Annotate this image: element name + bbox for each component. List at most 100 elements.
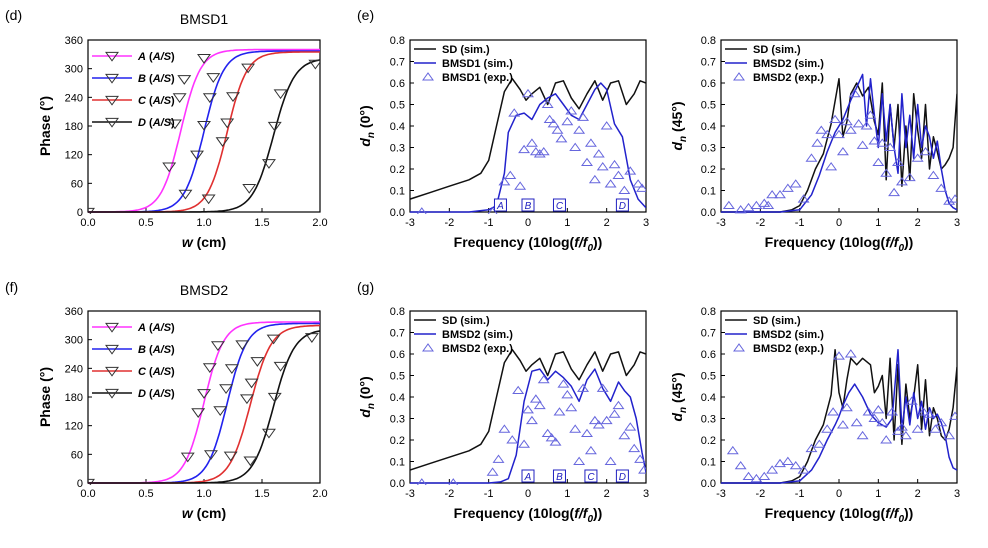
y-tick-label: 0.0 <box>701 207 716 219</box>
y-tick-label: 0.3 <box>701 143 716 155</box>
data-marker <box>215 137 230 147</box>
x-tick-label: -1 <box>484 488 494 500</box>
data-point <box>632 179 645 188</box>
x-tick-label: 2 <box>604 488 610 500</box>
data-marker <box>304 333 319 343</box>
y-tick-label: 0.7 <box>701 57 716 69</box>
data-point <box>844 125 857 134</box>
data-point <box>943 430 956 440</box>
data-point <box>766 465 779 474</box>
y-axis-label: Phase (°) <box>37 96 53 156</box>
y-tick-label: 180 <box>65 121 83 133</box>
data-point <box>636 183 646 192</box>
data-point <box>514 181 527 190</box>
data-point <box>608 409 621 418</box>
data-point <box>624 422 637 431</box>
region-box <box>521 198 535 212</box>
series-line <box>410 82 646 213</box>
plot-area <box>88 321 320 485</box>
data-marker <box>180 452 195 463</box>
data-marker <box>267 121 282 132</box>
plot-area <box>721 73 957 214</box>
data-point <box>584 138 597 147</box>
data-point <box>573 456 586 465</box>
data-point <box>549 437 562 446</box>
y-tick-label: 120 <box>65 150 83 162</box>
y-tick-label: 0.5 <box>390 100 405 112</box>
legend-marker <box>422 72 434 81</box>
data-point <box>722 200 735 210</box>
data-point <box>581 157 593 167</box>
y-tick-label: 0.1 <box>390 457 405 469</box>
region-label: D <box>619 472 626 483</box>
series-line <box>721 348 957 484</box>
y-tick-label: 0.8 <box>701 35 716 47</box>
x-tick-label: -3 <box>405 217 415 229</box>
data-point <box>588 415 601 425</box>
data-point <box>860 121 873 130</box>
data-point <box>573 125 586 134</box>
data-point <box>876 417 889 427</box>
region-box <box>584 469 598 483</box>
legend-label: BMSD1 (exp.) <box>442 72 513 84</box>
data-point <box>592 149 605 158</box>
data-marker <box>224 364 239 374</box>
y-tick-label: 0.6 <box>701 78 716 90</box>
y-tick-label: 0.8 <box>701 306 716 318</box>
data-marker <box>241 63 256 74</box>
legend-label: B (A/S) <box>138 344 175 356</box>
x-tick-label: 1 <box>875 488 881 500</box>
data-point <box>935 417 948 427</box>
series-line <box>88 59 320 213</box>
x-tick-label: 1 <box>564 488 570 500</box>
y-tick-label: 360 <box>65 306 83 318</box>
data-point <box>600 121 613 130</box>
data-point <box>829 114 842 124</box>
legend-label: SD (sim.) <box>442 44 490 56</box>
chart-g1: (g) -3 -2 -1 0 1 2 3 0.0 0.1 0.2 0.3 0.4 0.5 0.6 0.7 0.8… <box>357 279 649 525</box>
y-tick-label: 0.5 <box>701 371 716 383</box>
data-point <box>537 146 550 156</box>
data-point <box>525 415 538 425</box>
data-marker <box>177 75 192 85</box>
data-point <box>416 478 427 485</box>
data-point <box>825 161 838 171</box>
data-point <box>935 183 948 192</box>
data-point <box>561 389 574 399</box>
data-point <box>634 454 646 463</box>
legend-label: BMSD1 (sim.) <box>442 58 513 70</box>
data-point <box>827 407 840 416</box>
y-tick-label: 0.4 <box>701 392 716 404</box>
y-tick-label: 0.0 <box>390 207 405 219</box>
data-point <box>726 445 739 455</box>
plot-area <box>721 348 957 484</box>
region-label: B <box>556 472 563 483</box>
data-point <box>821 424 834 433</box>
x-axis-label: Frequency (10log(f/f0)) <box>765 505 914 525</box>
legend-label: BMSD2 (exp.) <box>753 72 824 84</box>
legend-label: BMSD2 (sim.) <box>753 329 824 341</box>
y-tick-label: 240 <box>65 363 83 375</box>
data-marker <box>223 451 238 462</box>
legend: A (A/S) B (A/S) C (A/S) D (A/S) <box>92 51 175 129</box>
region-box <box>521 469 535 483</box>
x-tick-label: 0.5 <box>138 217 153 229</box>
panel-label: (d) <box>5 7 22 23</box>
data-point <box>638 465 646 474</box>
data-point <box>862 407 875 416</box>
region-box <box>615 469 629 483</box>
data-marker <box>191 408 206 418</box>
data-point <box>872 157 885 167</box>
data-point <box>919 146 932 156</box>
data-point <box>604 179 617 188</box>
data-point <box>529 394 542 403</box>
data-point <box>852 118 865 128</box>
y-tick-label: 60 <box>71 449 83 461</box>
x-tick-label: -2 <box>444 488 454 500</box>
y-tick-label: 0.1 <box>701 457 716 469</box>
series-line <box>721 77 957 213</box>
data-point <box>569 142 582 151</box>
data-point <box>734 204 747 214</box>
legend: SD (sim.) BMSD2 (sim.) BMSD2 (exp.) <box>725 44 824 84</box>
y-tick-label: 360 <box>65 35 83 47</box>
